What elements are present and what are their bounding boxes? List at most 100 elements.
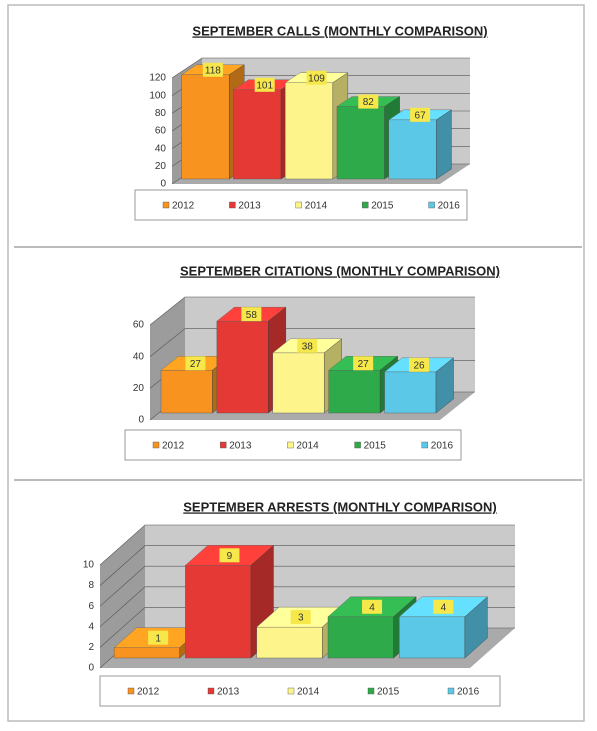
data-label-box (433, 599, 454, 614)
bar (185, 565, 252, 659)
legend-label: 2014 (297, 687, 320, 698)
data-label: 4 (369, 602, 375, 613)
grid-line (149, 328, 475, 357)
legend-label: 2012 (162, 441, 185, 452)
legend-swatch (162, 201, 170, 209)
legend-swatch (362, 201, 369, 209)
legend-label: 2012 (137, 687, 160, 698)
grid-line (149, 296, 475, 326)
bar (328, 370, 381, 414)
y-tick-label: 0 (88, 663, 94, 674)
legend-swatch (295, 201, 302, 209)
legend-label: 2014 (296, 441, 319, 452)
data-label: 109 (308, 73, 325, 84)
y-tick-label: 2 (88, 642, 94, 653)
legend-swatch (428, 201, 435, 209)
legend-label: 2012 (172, 201, 195, 212)
data-label-box (297, 338, 318, 353)
bar (327, 616, 394, 659)
y-tick-label: 8 (88, 580, 94, 591)
chart-title: SEPTEMBER ARRESTS (MONTHLY COMPARISON) (183, 499, 496, 514)
y-tick-label: 6 (88, 601, 94, 612)
grid-line (171, 57, 470, 79)
data-label: 26 (413, 360, 425, 371)
bar-side (435, 357, 454, 414)
data-label: 27 (190, 359, 202, 370)
legend-swatch (287, 687, 295, 695)
data-label: 101 (256, 80, 273, 91)
bar-side (436, 109, 452, 180)
data-label: 58 (246, 310, 258, 321)
legend-swatch (287, 441, 294, 449)
data-label-box (410, 107, 431, 122)
chart-title: SEPTEMBER CITATIONS (MONTHLY COMPARISON) (180, 263, 500, 278)
legend-box (99, 675, 501, 707)
y-tick-label: 40 (133, 351, 145, 362)
bar (336, 106, 385, 180)
legend-swatch (152, 441, 160, 449)
data-label: 118 (205, 65, 221, 76)
legend-swatch (219, 441, 227, 449)
legend-label: 2015 (377, 687, 400, 698)
legend-label: 2014 (305, 201, 328, 212)
bar (216, 320, 269, 414)
data-label: 4 (441, 602, 447, 613)
data-label-box (219, 548, 240, 563)
data-label: 9 (227, 551, 233, 562)
bar (233, 89, 282, 180)
data-label-box (290, 610, 311, 625)
y-tick-label: 60 (155, 126, 167, 137)
bar (284, 82, 334, 180)
legend-label: 2013 (217, 687, 240, 698)
data-label: 82 (363, 97, 375, 108)
bar (399, 616, 466, 659)
data-label-box (353, 356, 374, 371)
data-label: 38 (302, 341, 314, 352)
legend-label: 2013 (238, 201, 261, 212)
legend-label: 2015 (364, 441, 387, 452)
y-tick-label: 20 (133, 383, 145, 394)
y-tick-label: 60 (133, 320, 145, 331)
data-label-box (185, 356, 206, 371)
bar (256, 626, 323, 659)
data-label: 1 (155, 633, 161, 644)
data-label-box (254, 77, 275, 92)
legend-label: 2015 (371, 201, 394, 212)
bar (181, 74, 230, 180)
data-label-box (409, 357, 430, 372)
bar-side (464, 596, 488, 659)
grid-line (99, 586, 515, 628)
data-label: 27 (358, 359, 370, 370)
y-tick-label: 100 (149, 90, 166, 101)
legend-swatch (354, 441, 361, 449)
legend-swatch (367, 687, 375, 695)
y-tick-label: 0 (138, 415, 144, 426)
bar (388, 119, 437, 180)
data-label-box (241, 307, 262, 322)
legend-swatch (207, 687, 215, 695)
y-tick-label: 80 (155, 108, 167, 119)
y-tick-label: 0 (160, 179, 166, 190)
y-tick-label: 40 (155, 143, 167, 154)
data-label-box (202, 62, 223, 77)
legend-label: 2016 (438, 201, 461, 212)
legend-label: 2016 (431, 441, 454, 452)
legend-label: 2016 (457, 687, 480, 698)
legend-swatch (229, 201, 236, 209)
data-label: 67 (415, 110, 427, 121)
data-label-box (306, 70, 327, 85)
grid-line (99, 545, 515, 586)
bar (113, 647, 180, 659)
y-tick-label: 4 (88, 621, 94, 632)
data-label-box (148, 630, 169, 645)
y-tick-label: 10 (83, 560, 95, 571)
bar (160, 370, 213, 414)
data-label-box (358, 94, 379, 109)
y-tick-label: 120 (149, 73, 166, 84)
legend-label: 2013 (229, 441, 252, 452)
chart-title: SEPTEMBER CALLS (MONTHLY COMPARISON) (192, 23, 487, 38)
y-tick-label: 20 (155, 161, 167, 172)
legend-swatch (127, 687, 135, 695)
